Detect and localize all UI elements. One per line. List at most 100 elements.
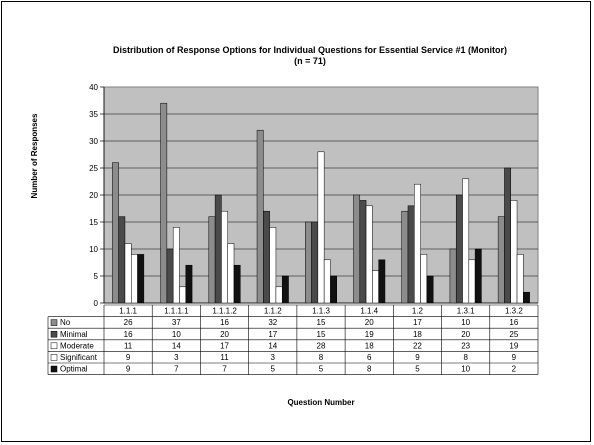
bar-minimal-1.1.1.2 xyxy=(214,194,222,304)
legend-key-minimal xyxy=(50,330,58,338)
bar-significant-1.3.1 xyxy=(468,259,476,304)
x-tick-label-1.3.1: 1.3.1 xyxy=(457,307,475,316)
data-label-minimal-1.1.1.1: 10 xyxy=(172,330,181,339)
bar-no-1.3.2 xyxy=(497,216,505,304)
legend-label-optimal: Optimal xyxy=(60,365,88,374)
bar-minimal-1.2 xyxy=(407,205,415,304)
legend-label-minimal: Minimal xyxy=(60,330,88,339)
y-tick-label-10: 10 xyxy=(89,245,98,254)
y-tick-label-0: 0 xyxy=(94,299,99,308)
legend-key-no xyxy=(50,319,58,326)
y-tick-label-25: 25 xyxy=(89,164,98,173)
legend-label-significant: Significant xyxy=(60,353,98,362)
x-axis-label: Question Number xyxy=(287,398,355,407)
bar-minimal-1.1.1 xyxy=(118,216,126,304)
bar-significant-1.1.1 xyxy=(131,254,138,304)
x-tick-label-1.1.1.1: 1.1.1.1 xyxy=(164,307,189,316)
y-tick-label-30: 30 xyxy=(89,137,98,146)
data-label-significant-1.1.2: 3 xyxy=(271,353,276,362)
data-label-no-1.1.2: 32 xyxy=(268,318,277,327)
data-label-significant-1.1.1: 9 xyxy=(126,353,131,362)
x-tick-label-1.1.2: 1.1.2 xyxy=(264,307,282,316)
data-label-minimal-1.1.1: 16 xyxy=(124,330,133,339)
data-label-no-1.3.1: 10 xyxy=(461,318,470,327)
bar-moderate-1.3.1 xyxy=(462,178,470,304)
bar-optimal-1.1.4 xyxy=(378,259,386,304)
x-tick-label-1.1.4: 1.1.4 xyxy=(360,307,378,316)
bar-optimal-1.1.3 xyxy=(330,275,338,304)
legend-label-no: No xyxy=(60,318,71,327)
data-label-optimal-1.1.1: 9 xyxy=(126,365,131,374)
data-label-moderate-1.1.4: 18 xyxy=(365,341,374,350)
bar-optimal-1.1.2 xyxy=(281,275,289,304)
bar-moderate-1.1.3 xyxy=(317,151,325,304)
data-label-significant-1.1.4: 6 xyxy=(367,353,372,362)
bar-optimal-1.3.2 xyxy=(523,291,530,304)
bar-no-1.1.1 xyxy=(112,162,119,304)
data-label-optimal-1.1.1.1: 7 xyxy=(174,365,179,374)
bar-optimal-1.3.1 xyxy=(474,248,482,304)
data-label-minimal-1.2: 18 xyxy=(413,330,422,339)
data-label-minimal-1.1.1.2: 20 xyxy=(220,330,229,339)
data-label-optimal-1.1.2: 5 xyxy=(271,365,276,374)
bar-significant-1.2 xyxy=(420,254,428,304)
data-label-moderate-1.1.2: 14 xyxy=(268,341,277,350)
data-label-moderate-1.1.1.1: 14 xyxy=(172,341,181,350)
bar-significant-1.1.3 xyxy=(323,259,331,304)
data-label-no-1.1.4: 20 xyxy=(365,318,374,327)
bar-significant-1.1.1.1 xyxy=(179,286,187,304)
bar-no-1.2 xyxy=(401,210,409,304)
data-label-optimal-1.1.3: 5 xyxy=(319,365,324,374)
data-label-no-1.1.3: 15 xyxy=(317,318,326,327)
legend-key-significant xyxy=(50,354,58,361)
bar-optimal-1.2 xyxy=(426,275,434,304)
data-label-no-1.1.1: 26 xyxy=(124,318,133,327)
data-label-minimal-1.3.2: 25 xyxy=(509,330,518,339)
bar-moderate-1.1.1.1 xyxy=(172,227,180,304)
data-label-no-1.2: 17 xyxy=(413,318,422,327)
data-label-optimal-1.1.4: 8 xyxy=(367,365,372,374)
data-label-no-1.3.2: 16 xyxy=(509,318,518,327)
bar-minimal-1.1.4 xyxy=(359,200,367,304)
data-label-significant-1.3.1: 8 xyxy=(463,353,468,362)
bar-no-1.1.4 xyxy=(353,194,361,304)
data-label-optimal-1.1.1.2: 7 xyxy=(222,365,227,374)
chart-title: Distribution of Response Options for Ind… xyxy=(112,45,508,55)
legend-key-moderate xyxy=(50,342,58,350)
data-label-optimal-1.3.1: 10 xyxy=(461,365,470,374)
bar-minimal-1.3.1 xyxy=(455,194,463,304)
data-label-minimal-1.1.3: 15 xyxy=(317,330,326,339)
x-tick-label-1.1.3: 1.1.3 xyxy=(312,307,330,316)
bar-moderate-1.3.2 xyxy=(510,200,518,304)
bar-minimal-1.3.2 xyxy=(504,167,511,304)
y-tick-label-40: 40 xyxy=(89,83,98,92)
bar-no-1.1.1.1 xyxy=(160,102,168,304)
data-label-optimal-1.3.2: 2 xyxy=(512,365,517,374)
data-label-significant-1.2: 9 xyxy=(415,353,420,362)
bar-moderate-1.2 xyxy=(414,183,421,304)
data-label-moderate-1.2: 22 xyxy=(413,341,422,350)
bar-moderate-1.1.4 xyxy=(365,205,373,304)
bar-minimal-1.1.2 xyxy=(263,210,270,304)
bar-significant-1.1.1.2 xyxy=(227,243,235,304)
bar-no-1.1.1.2 xyxy=(208,216,216,304)
x-tick-label-1.2: 1.2 xyxy=(412,307,424,316)
bar-optimal-1.1.1 xyxy=(137,254,145,304)
data-label-moderate-1.1.3: 28 xyxy=(317,341,326,350)
bar-significant-1.3.2 xyxy=(516,254,524,304)
legend-key-optimal xyxy=(50,365,58,373)
x-tick-label-1.3.2: 1.3.2 xyxy=(505,307,523,316)
data-label-moderate-1.3.2: 19 xyxy=(509,341,518,350)
data-label-minimal-1.1.4: 19 xyxy=(365,330,374,339)
bar-minimal-1.1.3 xyxy=(311,221,319,304)
data-label-moderate-1.1.1.2: 17 xyxy=(220,341,229,350)
data-label-significant-1.1.1.1: 3 xyxy=(174,353,179,362)
chart-subtitle: (n = 71) xyxy=(294,56,326,66)
y-tick-label-15: 15 xyxy=(89,218,98,227)
data-label-significant-1.1.1.2: 11 xyxy=(220,353,229,362)
bar-significant-1.1.4 xyxy=(372,270,379,304)
data-label-significant-1.3.2: 9 xyxy=(512,353,517,362)
